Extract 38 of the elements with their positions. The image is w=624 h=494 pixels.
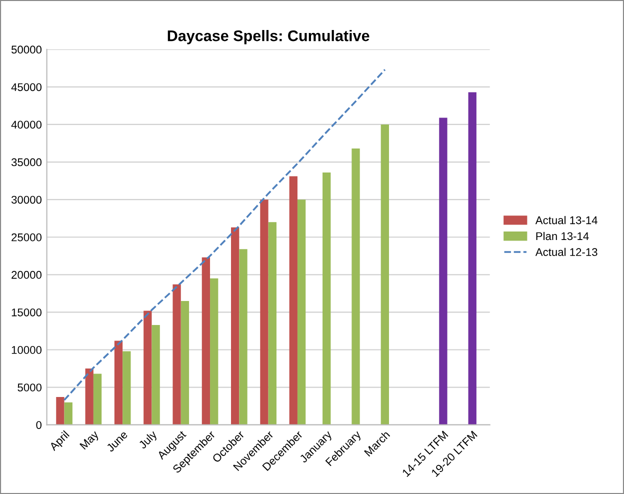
- bar: [289, 176, 298, 425]
- x-tick-label: July: [138, 430, 160, 451]
- bar: [297, 200, 306, 425]
- y-tick-label: 30000: [11, 196, 42, 204]
- y-tick-label: 45000: [11, 83, 42, 92]
- bar: [64, 402, 72, 425]
- bar: [56, 397, 64, 425]
- x-tick-label: May: [80, 430, 101, 452]
- bar: [93, 374, 102, 425]
- bar: [122, 351, 131, 425]
- y-tick-label: 40000: [11, 120, 42, 129]
- line-series: [63, 68, 386, 401]
- bar: [260, 200, 268, 425]
- legend-label: Actual 13-14: [535, 216, 598, 224]
- bar: [268, 222, 276, 425]
- y-tick-label: 0: [36, 421, 42, 429]
- chart-title: Daycase Spells: Cumulative: [168, 30, 370, 44]
- y-tick-label: 35000: [11, 158, 42, 166]
- y-tick-label: 25000: [12, 233, 42, 242]
- y-tick-label: 5000: [18, 384, 42, 392]
- bar: [152, 324, 160, 425]
- bar: [172, 284, 181, 425]
- bar: [231, 227, 240, 425]
- bar: [114, 340, 123, 425]
- bar: [210, 278, 218, 425]
- y-tick-label: 15000: [12, 308, 42, 316]
- bar: [85, 368, 94, 425]
- legend-label: Plan 13-14: [536, 232, 589, 240]
- bar: [144, 310, 152, 425]
- y-tick-label: 10000: [12, 346, 42, 354]
- bar: [439, 118, 448, 425]
- bar: [468, 92, 476, 425]
- bar: [239, 249, 248, 425]
- y-tick-label: 50000: [11, 46, 42, 54]
- legend-label: Actual 12-13: [535, 248, 598, 256]
- bar: [180, 300, 190, 425]
- y-tick-label: 20000: [12, 270, 42, 279]
- bar: [202, 257, 210, 425]
